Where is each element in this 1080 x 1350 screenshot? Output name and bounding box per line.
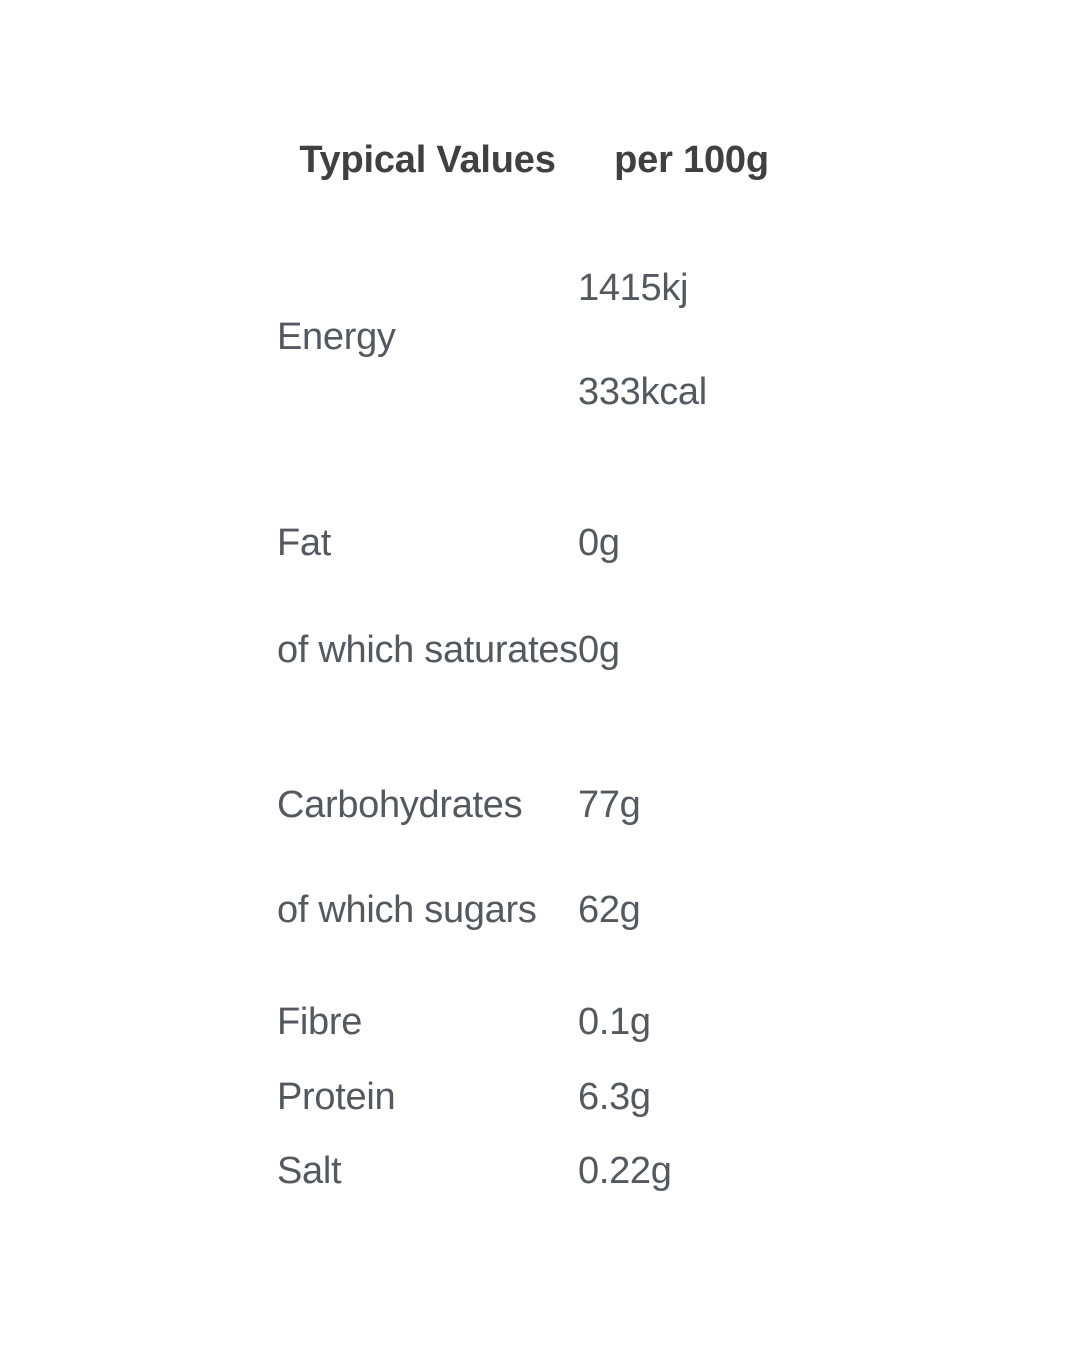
table-row-energy: 1415kj Energy 333kcal — [275, 265, 805, 415]
nutrient-label: Carbohydrates — [277, 784, 523, 826]
table-row-fibre: Fibre 0.1g — [275, 999, 805, 1045]
table-row-saturates: of which saturates 0g — [275, 627, 805, 673]
nutrient-value: 77g — [578, 784, 641, 826]
table-row-protein: Protein 6.3g — [275, 1074, 805, 1120]
table-header-row: Typical Values per 100g — [275, 137, 805, 183]
table-row-sugars: of which sugars 62g — [275, 887, 805, 933]
header-per-100g: per 100g — [614, 139, 769, 181]
nutrient-label: of which sugars — [277, 889, 537, 931]
header-typical-values: Typical Values — [299, 139, 556, 181]
nutrient-value: 6.3g — [578, 1076, 651, 1118]
energy-value-kj: 1415kj — [578, 267, 689, 309]
nutrient-value: 0.22g — [578, 1150, 672, 1192]
nutrient-label: of which saturates — [277, 629, 578, 671]
nutrient-value: 0g — [578, 522, 620, 564]
table-row-salt: Salt 0.22g — [275, 1148, 805, 1194]
nutrient-label: Salt — [277, 1150, 342, 1192]
energy-value-kcal: 333kcal — [578, 371, 707, 413]
nutrient-value: 62g — [578, 889, 641, 931]
nutrient-label: Fat — [277, 522, 332, 564]
table-row-carbohydrates: Carbohydrates 77g — [275, 782, 805, 828]
nutrient-value: 0g — [578, 629, 620, 671]
nutrient-label: Protein — [277, 1076, 396, 1118]
nutrient-label-energy: Energy — [277, 316, 396, 358]
nutrient-label: Fibre — [277, 1001, 363, 1043]
nutrient-value: 0.1g — [578, 1001, 651, 1043]
table-row-fat: Fat 0g — [275, 520, 805, 566]
